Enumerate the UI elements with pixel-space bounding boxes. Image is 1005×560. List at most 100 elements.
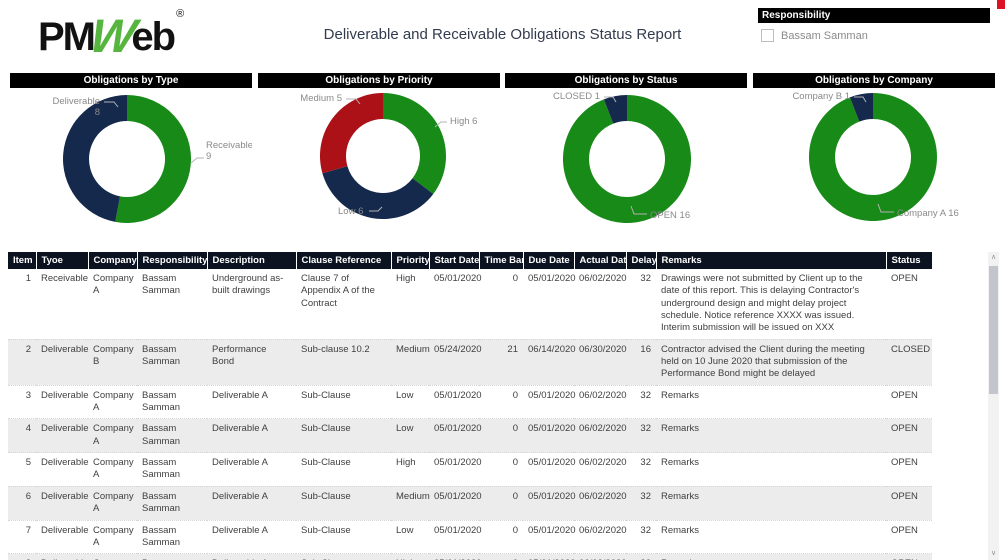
column-header-clause: Clause Reference	[296, 252, 392, 269]
table-row: 2 Deliverable Company B Bassam Samman Perfor…	[8, 339, 932, 386]
donut-slice-receivable[interactable]	[115, 95, 192, 223]
cell-responsibility: Bassam Samman	[137, 339, 207, 386]
cell-due_date: 05/01/2020	[523, 269, 576, 340]
column-header-company: Company	[88, 252, 138, 269]
table-row: 3 Deliverable Company A Bassam Samman Delive…	[8, 385, 932, 420]
donut-slice-closed[interactable]	[603, 95, 627, 124]
scroll-down-icon[interactable]: ∨	[990, 550, 997, 557]
cell-item: 6	[8, 486, 36, 521]
cell-priority: High	[391, 452, 429, 487]
slice-label: CLOSED 1	[553, 91, 600, 102]
checkbox-icon[interactable]	[761, 29, 774, 42]
cell-description: Deliverable A	[207, 553, 296, 560]
donut-slice-open[interactable]	[562, 95, 691, 223]
cell-actual_date: 06/30/2020	[574, 339, 627, 386]
label-leader-line	[369, 206, 383, 212]
corner-accent	[997, 0, 1005, 9]
cell-clause: Clause 7 of Appendix A of the Contract	[296, 269, 391, 340]
column-header-status: Status	[886, 252, 932, 269]
cell-delay: 32	[626, 452, 656, 487]
cell-priority: Medium	[391, 339, 430, 386]
cell-remarks: Remarks	[656, 452, 886, 487]
cell-clause: Sub-clause 10.2	[296, 339, 391, 386]
cell-actual_date: 06/02/2020	[574, 418, 627, 454]
cell-start_date: 05/01/2020	[429, 269, 482, 340]
chart-body-status: OPEN 16 CLOSED 1	[505, 88, 747, 248]
cell-start_date: 05/24/2020	[429, 339, 482, 386]
cell-start_date: 05/01/2020	[429, 553, 482, 560]
cell-actual_date: 06/02/2020	[574, 452, 627, 487]
cell-clause: Sub-Clause	[296, 452, 391, 487]
cell-company: Company A	[88, 418, 137, 454]
cell-clause: Sub-Clause	[296, 553, 391, 560]
slice-label: High 6	[450, 116, 477, 127]
obligations-table: Item Tyoe Company Responsibility Description…	[8, 252, 932, 560]
cell-status: OPEN	[886, 385, 932, 420]
column-header-time_bar: Time Bar	[479, 252, 524, 269]
column-header-remarks: Remarks	[656, 252, 887, 269]
cell-due_date: 05/01/2020	[523, 385, 576, 420]
donut-chart: Company A 16 Company B 1	[792, 91, 959, 222]
slicer-option[interactable]: Bassam Samman	[758, 29, 990, 42]
label-leader-line	[346, 98, 361, 105]
slice-label: OPEN 16	[650, 210, 690, 221]
table-scrollbar[interactable]: ∧ ∨	[988, 252, 999, 560]
cell-time_bar: 0	[479, 553, 523, 560]
scroll-thumb[interactable]	[989, 266, 998, 394]
chart-panel-company: Obligations by Company Company A 16 Compa…	[753, 73, 995, 248]
cell-delay: 32	[626, 520, 656, 555]
cell-company: Company A	[88, 553, 137, 560]
cell-responsibility: Bassam Samman	[137, 418, 207, 454]
cell-clause: Sub-Clause	[296, 418, 391, 454]
cell-priority: High	[391, 553, 429, 560]
column-header-start_date: Start Date	[429, 252, 480, 269]
donut-slice-high[interactable]	[383, 93, 447, 194]
donut-slice-low[interactable]	[322, 166, 434, 220]
cell-description: Underground as-built drawings	[207, 269, 296, 340]
chart-header-type: Obligations by Type	[10, 73, 252, 88]
cell-delay: 32	[626, 553, 656, 560]
cell-start_date: 05/01/2020	[429, 418, 482, 454]
cell-company: Company A	[88, 486, 137, 521]
cell-type: Deliverable	[36, 520, 89, 555]
slice-label: Medium 5	[300, 93, 342, 104]
cell-time_bar: 0	[479, 269, 523, 340]
cell-due_date: 05/01/2020	[523, 452, 576, 487]
scroll-up-icon[interactable]: ∧	[990, 254, 997, 261]
cell-time_bar: 0	[479, 452, 523, 487]
cell-time_bar: 0	[479, 520, 523, 555]
slicer-option-label: Bassam Samman	[781, 29, 868, 42]
table-body: 1 Receivable Company A Bassam Samman Undergr…	[8, 269, 932, 560]
registered-trademark-icon: ®	[176, 8, 185, 20]
label-leader-line	[434, 121, 447, 128]
donut-slice-medium[interactable]	[319, 93, 383, 174]
cell-priority: High	[391, 269, 429, 340]
cell-responsibility: Bassam Samman	[137, 520, 207, 555]
donut-slice-company-a[interactable]	[808, 93, 937, 222]
column-header-responsibility: Responsibility	[137, 252, 208, 269]
donut-slice-company-b[interactable]	[849, 93, 873, 122]
slice-label: Company A 16	[897, 208, 959, 219]
cell-time_bar: 21	[479, 339, 523, 386]
cell-priority: Low	[391, 520, 429, 555]
label-leader-line	[854, 96, 867, 103]
cell-delay: 32	[626, 269, 656, 340]
cell-status: OPEN	[886, 452, 932, 487]
label-leader-line	[190, 157, 204, 164]
responsibility-slicer: Responsibility Bassam Samman	[758, 8, 990, 42]
cell-time_bar: 0	[479, 418, 523, 454]
cell-time_bar: 0	[479, 486, 523, 521]
label-leader-line	[877, 203, 894, 213]
cell-description: Deliverable A	[207, 452, 296, 487]
donut-slice-deliverable[interactable]	[63, 95, 127, 222]
cell-remarks: Remarks	[656, 520, 886, 555]
cell-clause: Sub-Clause	[296, 486, 391, 521]
cell-actual_date: 06/02/2020	[574, 486, 627, 521]
donut-chart: High 6 Low 6 Medium 5	[300, 93, 477, 220]
column-header-due_date: Due Date	[523, 252, 575, 269]
column-header-description: Description	[207, 252, 297, 269]
table-row: 1 Receivable Company A Bassam Samman Undergr…	[8, 269, 932, 340]
cell-type: Deliverable	[36, 385, 89, 420]
column-header-delay: Delay	[626, 252, 657, 269]
